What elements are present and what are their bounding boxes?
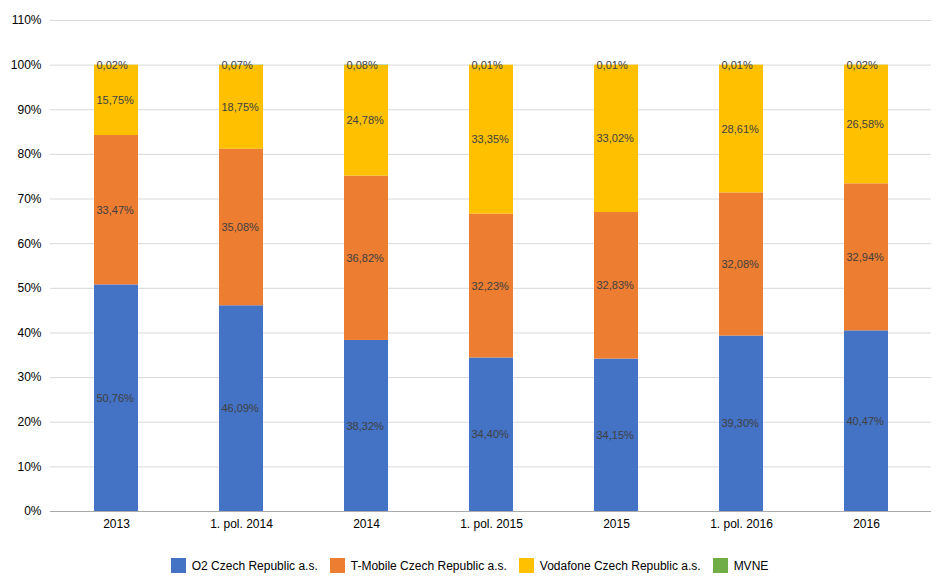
svg-text:2013: 2013 bbox=[103, 517, 130, 531]
svg-text:0,01%: 0,01% bbox=[471, 59, 502, 71]
svg-text:0,01%: 0,01% bbox=[596, 59, 627, 71]
svg-text:33,47%: 33,47% bbox=[96, 204, 134, 216]
svg-text:70%: 70% bbox=[17, 192, 41, 206]
svg-text:1. pol. 2015: 1. pol. 2015 bbox=[460, 517, 523, 531]
svg-text:60%: 60% bbox=[17, 237, 41, 251]
svg-text:50,76%: 50,76% bbox=[96, 392, 134, 404]
svg-text:1. pol. 2014: 1. pol. 2014 bbox=[210, 517, 273, 531]
svg-text:100%: 100% bbox=[11, 58, 42, 72]
svg-text:38,32%: 38,32% bbox=[346, 419, 384, 431]
html-text:Vodafone Czech Republic a.s.: Vodafone Czech Republic a.s. bbox=[539, 558, 701, 573]
svg-text:2016: 2016 bbox=[853, 517, 880, 531]
svg-text:40%: 40% bbox=[17, 326, 41, 340]
svg-text:35,08%: 35,08% bbox=[221, 221, 259, 233]
svg-text:15,75%: 15,75% bbox=[96, 94, 134, 106]
svg-text:28,61%: 28,61% bbox=[721, 123, 759, 135]
svg-text:32,83%: 32,83% bbox=[596, 279, 634, 291]
html-text:T-Mobile Czech Republic a.s.: T-Mobile Czech Republic a.s. bbox=[350, 558, 507, 573]
svg-text:2014: 2014 bbox=[353, 517, 380, 531]
svg-text:0,08%: 0,08% bbox=[346, 59, 377, 71]
svg-text:80%: 80% bbox=[17, 147, 41, 161]
svg-text:2015: 2015 bbox=[603, 517, 630, 531]
svg-text:26,58%: 26,58% bbox=[846, 118, 884, 130]
html-text:O2 Czech Republic a.s.: O2 Czech Republic a.s. bbox=[191, 558, 318, 573]
svg-text:10%: 10% bbox=[17, 460, 41, 474]
html-text:MVNE: MVNE bbox=[733, 558, 769, 573]
svg-text:33,35%: 33,35% bbox=[471, 133, 509, 145]
svg-text:36,82%: 36,82% bbox=[346, 252, 384, 264]
svg-text:0,02%: 0,02% bbox=[96, 59, 127, 71]
svg-text:30%: 30% bbox=[17, 370, 41, 384]
svg-text:32,08%: 32,08% bbox=[721, 258, 759, 270]
svg-text:0,07%: 0,07% bbox=[221, 59, 252, 71]
svg-text:110%: 110% bbox=[12, 13, 42, 27]
svg-text:1. pol. 2016: 1. pol. 2016 bbox=[710, 517, 773, 531]
svg-text:39,30%: 39,30% bbox=[721, 417, 759, 429]
svg-text:18,75%: 18,75% bbox=[221, 101, 259, 113]
svg-text:33,02%: 33,02% bbox=[596, 132, 634, 144]
svg-text:32,23%: 32,23% bbox=[471, 280, 509, 292]
svg-text:90%: 90% bbox=[17, 103, 41, 117]
svg-text:0,02%: 0,02% bbox=[846, 59, 877, 71]
svg-text:34,40%: 34,40% bbox=[471, 428, 509, 440]
svg-text:24,78%: 24,78% bbox=[346, 114, 384, 126]
svg-text:32,94%: 32,94% bbox=[846, 251, 884, 263]
svg-text:40,47%: 40,47% bbox=[846, 415, 884, 427]
svg-text:20%: 20% bbox=[17, 415, 41, 429]
svg-text:0,01%: 0,01% bbox=[721, 59, 752, 71]
svg-text:50%: 50% bbox=[17, 281, 41, 295]
svg-text:46,09%: 46,09% bbox=[221, 402, 259, 414]
svg-text:34,15%: 34,15% bbox=[596, 429, 634, 441]
svg-text:0%: 0% bbox=[24, 504, 42, 518]
